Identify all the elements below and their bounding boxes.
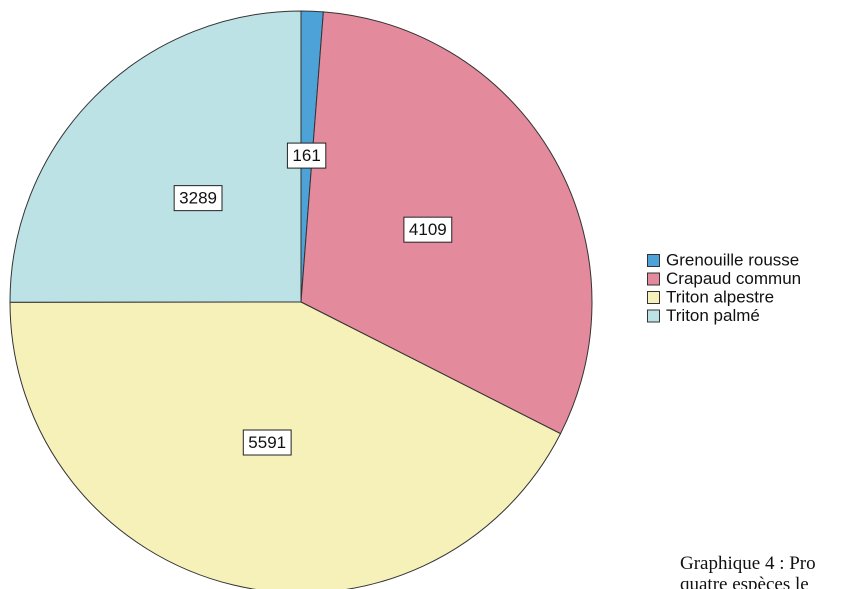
data-label: 5591 [242, 429, 292, 456]
data-label-text: 5591 [248, 433, 286, 452]
data-label-box [242, 429, 292, 456]
data-label: 3289 [173, 185, 223, 212]
data-label-text: 4109 [409, 220, 447, 239]
legend-swatch [647, 254, 660, 267]
data-label-box [403, 216, 453, 243]
pie-slice [9, 10, 302, 303]
data-label-box [173, 185, 223, 212]
legend-label: Triton alpestre [666, 287, 774, 306]
legend-label: Grenouille rousse [666, 250, 799, 269]
caption-line: quatre espèces le [680, 574, 809, 589]
legend-label: Crapaud commun [666, 269, 801, 288]
legend-swatch [647, 291, 660, 304]
legend-swatch [647, 272, 660, 286]
data-label: 161 [286, 142, 327, 169]
legend-swatch [647, 309, 660, 323]
caption-line: Graphique 4 : Pro [680, 553, 816, 574]
data-label-box [286, 142, 327, 169]
legend-label: Triton palmé [666, 306, 760, 325]
data-label-text: 3289 [179, 189, 217, 208]
data-label: 4109 [403, 216, 453, 243]
data-label-text: 161 [292, 146, 320, 165]
